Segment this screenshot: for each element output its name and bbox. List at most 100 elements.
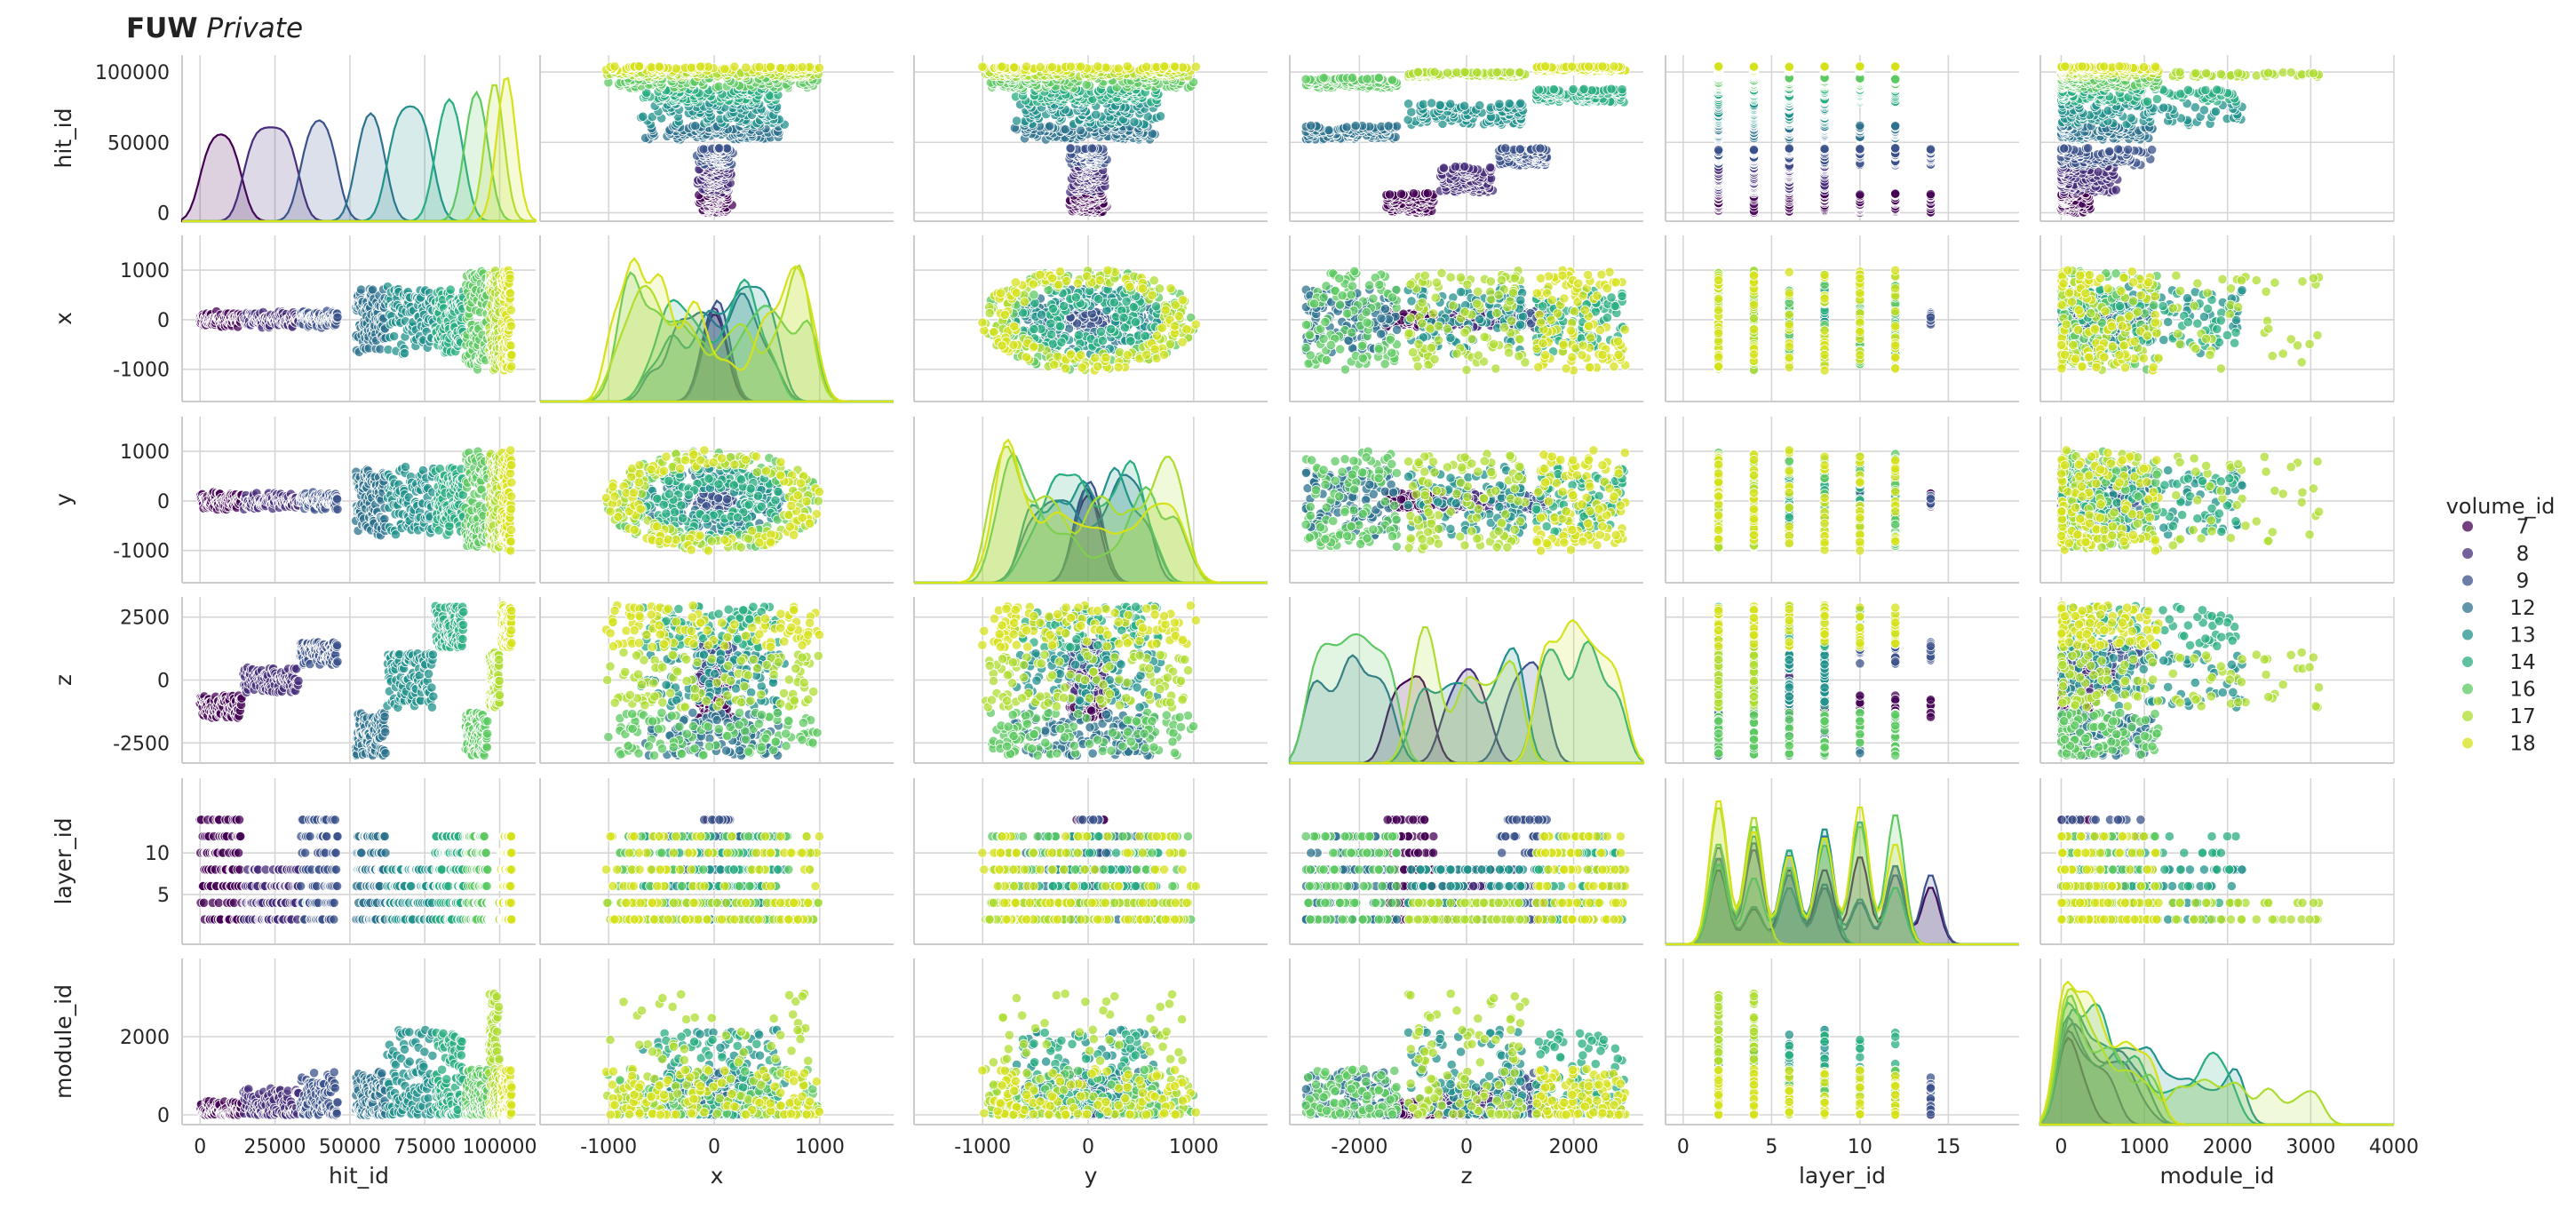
data-point-14 — [1569, 84, 1578, 93]
data-point-7 — [1856, 190, 1864, 199]
data-point-12 — [1307, 121, 1316, 130]
data-point-13 — [1012, 116, 1021, 125]
panel-hit_id-vs-y — [914, 55, 1268, 221]
data-point-14 — [1618, 85, 1626, 94]
data-point-12 — [1342, 123, 1351, 131]
panel-hit_id-vs-x — [540, 55, 894, 221]
data-point-18 — [787, 63, 796, 72]
data-point-17 — [1413, 68, 1422, 76]
y-axis-label: hit_id — [51, 108, 76, 169]
data-point-7 — [1409, 189, 1418, 198]
data-point-18 — [978, 62, 987, 71]
data-point-17 — [1430, 68, 1439, 76]
data-point-18 — [742, 63, 751, 72]
data-point-18 — [610, 62, 619, 71]
data-point-12 — [1046, 122, 1054, 131]
data-point-18 — [655, 62, 664, 71]
data-point-7 — [1926, 190, 1935, 199]
data-point-14 — [1579, 84, 1588, 93]
y-tick-label: 0 — [157, 203, 170, 225]
data-point-8 — [1439, 163, 1448, 172]
data-point-18 — [1022, 62, 1030, 71]
data-point-17 — [1515, 68, 1524, 76]
data-point-17 — [1506, 68, 1515, 76]
data-point-18 — [798, 62, 807, 71]
data-point-12 — [1351, 121, 1360, 130]
data-point-17 — [1443, 68, 1451, 77]
data-point-18 — [815, 63, 823, 72]
data-point-16 — [1387, 76, 1396, 84]
data-point-13 — [1516, 99, 1525, 107]
data-point-13 — [1435, 100, 1444, 109]
data-point-18 — [766, 62, 775, 71]
data-point-18 — [1598, 62, 1607, 71]
data-point-9 — [1536, 144, 1545, 153]
data-point-18 — [1010, 63, 1019, 72]
data-point-9 — [1515, 145, 1524, 154]
data-point-12 — [691, 122, 700, 131]
data-point-8 — [1486, 163, 1495, 171]
data-point-18 — [1114, 64, 1123, 73]
data-point-16 — [1374, 73, 1383, 82]
data-point-18 — [687, 63, 696, 72]
data-point-13 — [1419, 99, 1427, 108]
data-point-13 — [1130, 117, 1139, 126]
data-point-18 — [998, 62, 1006, 71]
data-point-8 — [1451, 163, 1459, 171]
data-point-18 — [1093, 62, 1102, 71]
data-point-18 — [634, 62, 643, 71]
data-point-16 — [1301, 75, 1310, 84]
data-point-9 — [715, 144, 724, 153]
data-point-9 — [1087, 144, 1096, 153]
data-point-18 — [1584, 62, 1593, 71]
data-point-9 — [1501, 144, 1510, 153]
data-point-16 — [1363, 75, 1371, 84]
data-point-7 — [1385, 190, 1394, 199]
data-point-17 — [1460, 68, 1469, 76]
data-point-14 — [1607, 84, 1616, 93]
data-point-18 — [1047, 62, 1056, 71]
data-point-13 — [639, 112, 648, 121]
data-point-18 — [1123, 62, 1132, 71]
data-point-18 — [1159, 62, 1168, 71]
data-point-16 — [1348, 73, 1356, 82]
data-point-13 — [1156, 112, 1165, 121]
data-point-18 — [1077, 62, 1085, 71]
data-point-18 — [720, 64, 729, 73]
data-point-18 — [1568, 62, 1577, 71]
data-point-14 — [1534, 85, 1543, 94]
data-point-18 — [1036, 62, 1045, 71]
data-point-18 — [730, 62, 739, 71]
data-point-7 — [1423, 188, 1432, 197]
y-tick-label: 100000 — [95, 62, 170, 84]
data-point-18 — [1066, 62, 1075, 71]
data-point-13 — [1505, 99, 1514, 107]
data-point-9 — [1066, 144, 1075, 153]
data-point-18 — [1101, 63, 1110, 72]
data-point-18 — [1142, 62, 1151, 71]
data-point-7 — [1396, 189, 1405, 198]
data-point-13 — [1427, 99, 1435, 107]
data-point-13 — [1475, 100, 1484, 109]
data-point-18 — [1170, 62, 1179, 71]
data-point-14 — [1549, 84, 1558, 93]
data-point-13 — [1407, 107, 1416, 116]
panel-hit_id-vs-z — [1290, 55, 1643, 221]
panel-hit_id-vs-hit_id: 0 50000 100000 hit_id — [51, 55, 536, 225]
data-point-17 — [1473, 68, 1482, 77]
data-point-18 — [776, 64, 785, 73]
data-point-12 — [1384, 122, 1393, 131]
data-point-16 — [1319, 74, 1328, 83]
data-point-12 — [1392, 122, 1401, 131]
data-point-13 — [1403, 99, 1412, 108]
data-point-18 — [1191, 62, 1200, 71]
data-point-17 — [1492, 68, 1501, 76]
data-point-12 — [1324, 125, 1333, 134]
panel-hit_id-vs-layer_id — [1666, 55, 2019, 221]
data-point-18 — [755, 62, 764, 71]
data-point-13 — [1459, 101, 1468, 110]
data-point-8 — [1460, 162, 1469, 171]
data-point-9 — [699, 145, 708, 154]
y-tick-label: 50000 — [107, 132, 170, 155]
